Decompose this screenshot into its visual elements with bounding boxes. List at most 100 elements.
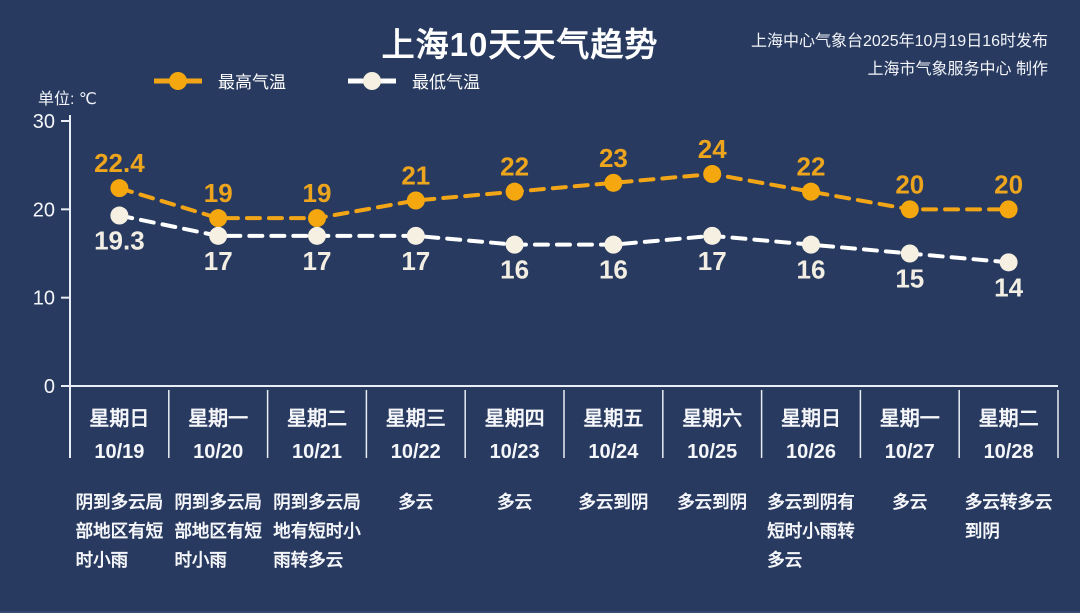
y-tick-label: 10 — [33, 288, 55, 310]
unit-label: 单位: ℃ — [38, 91, 97, 108]
date-label: 10/19 — [94, 441, 145, 463]
weekday-label: 星期一 — [188, 408, 249, 430]
date-label: 10/25 — [687, 441, 738, 463]
high-temp-marker — [703, 165, 722, 183]
day-column: 星期三 10/22 多云 — [366, 390, 465, 575]
low-temp-marker — [900, 244, 919, 263]
weather-description-wrap: 阴到多云局部地区有短时小雨 — [169, 488, 268, 575]
publisher-info: 上海中心气象台2025年10月19日16时发布 上海市气象服务中心 制作 — [751, 28, 1048, 84]
legend-item-high: 最高气温 — [152, 68, 286, 93]
weather-description-wrap: 多云到阴 — [564, 488, 663, 517]
high-temp-line — [117, 171, 1011, 221]
weekday-label: 星期二 — [978, 408, 1039, 430]
high-temp-value: 22.4 — [94, 148, 145, 178]
high-temp-value: 21 — [401, 161, 430, 191]
high-temp-value: 22 — [500, 152, 529, 182]
low-temp-value: 19.3 — [94, 226, 145, 256]
publisher-line-2: 上海市气象服务中心 制作 — [867, 61, 1048, 78]
weekday-label: 星期六 — [682, 408, 743, 430]
low-temp-value: 14 — [994, 272, 1023, 302]
high-temp-marker — [110, 179, 129, 198]
weather-description: 多云转多云到阴 — [964, 492, 1053, 541]
bottom-divider — [0, 611, 1080, 613]
chart-legend: 最高气温 最低气温 — [152, 68, 480, 93]
legend-label-low: 最低气温 — [412, 73, 480, 92]
weather-description: 阴到多云局部地区有短时小雨 — [174, 492, 262, 570]
weekday-label: 星期三 — [385, 408, 446, 430]
low-temp-marker — [802, 235, 820, 254]
high-temp-value: 22 — [797, 152, 826, 182]
low-temp-value: 15 — [895, 264, 924, 294]
low-temp-marker — [505, 235, 524, 254]
low-temp-value: 16 — [599, 255, 628, 285]
date-label: 10/27 — [884, 441, 935, 463]
weekday-label: 星期五 — [583, 408, 644, 430]
high-temp-value: 20 — [994, 169, 1023, 199]
low-temp-value: 17 — [401, 246, 430, 276]
low-temp-marker — [209, 226, 228, 245]
high-temp-value: 23 — [599, 143, 628, 173]
day-column: 星期六 10/25 多云到阴 — [663, 390, 762, 575]
date-label: 10/22 — [390, 441, 441, 463]
publisher-line-1: 上海中心气象台2025年10月19日16时发布 — [751, 33, 1048, 50]
date-label: 10/24 — [588, 441, 639, 463]
low-temp-marker — [110, 206, 129, 225]
weekday-label: 星期日 — [780, 408, 841, 430]
low-temp-marker — [308, 226, 326, 245]
weather-description-wrap: 多云到阴 — [663, 488, 762, 517]
low-temp-marker — [406, 226, 425, 245]
day-column: 星期五 10/24 多云到阴 — [564, 390, 663, 575]
date-label: 10/28 — [983, 441, 1034, 463]
y-tick-label: 30 — [33, 111, 55, 133]
low-temp-value: 17 — [698, 246, 727, 276]
weather-description-wrap: 多云到阴有短时小雨转多云 — [762, 488, 861, 575]
high-temp-marker — [308, 209, 326, 228]
y-tick-label: 20 — [33, 199, 55, 221]
high-temp-value: 20 — [895, 169, 924, 199]
weather-description: 阴到多云局部地区有短时小雨 — [75, 492, 164, 570]
weather-description: 多云 — [892, 492, 928, 512]
weather-description-wrap: 多云 — [465, 488, 564, 517]
legend-label-high: 最高气温 — [218, 73, 286, 92]
high-temp-value: 24 — [698, 134, 727, 164]
weather-description: 多云 — [497, 492, 533, 512]
page-title: 上海10天天气趋势 — [381, 26, 659, 63]
weather-description: 多云到阴 — [677, 492, 748, 512]
weather-description: 多云 — [398, 492, 434, 512]
low-temp-value: 17 — [303, 246, 332, 276]
date-label: 10/21 — [291, 441, 343, 463]
weekday-label: 星期一 — [879, 408, 940, 430]
weather-description-wrap: 阴到多云局地有短时小雨转多云 — [268, 488, 367, 575]
weekday-label: 星期二 — [286, 408, 347, 430]
day-column: 星期日 10/19 阴到多云局部地区有短时小雨 — [70, 390, 169, 575]
legend-item-low: 最低气温 — [346, 68, 480, 93]
weather-description-wrap: 多云 — [366, 488, 465, 517]
high-temp-marker — [505, 182, 524, 201]
weather-description: 多云到阴 — [578, 492, 649, 512]
weekday-label: 星期日 — [89, 408, 150, 430]
high-temp-value: 19 — [204, 178, 233, 208]
high-temp-legend-marker-icon — [154, 71, 202, 90]
low-temp-value: 16 — [500, 255, 529, 285]
weather-description: 多云到阴有短时小雨转多云 — [767, 492, 855, 570]
weekday-label: 星期四 — [484, 408, 545, 430]
day-column: 星期一 10/20 阴到多云局部地区有短时小雨 — [169, 390, 268, 575]
high-temp-marker — [999, 200, 1018, 219]
high-temp-marker — [900, 200, 919, 219]
high-temp-value: 19 — [303, 178, 332, 208]
weather-description-wrap: 多云转多云到阴 — [959, 488, 1058, 546]
date-label: 10/23 — [489, 441, 540, 463]
weather-description: 阴到多云局地有短时小雨转多云 — [273, 492, 361, 570]
low-temp-marker — [604, 235, 623, 254]
low-temp-marker — [703, 226, 722, 245]
y-tick-label: 0 — [44, 376, 55, 398]
day-column: 星期一 10/27 多云 — [860, 390, 959, 575]
day-columns: 星期日 10/19 阴到多云局部地区有短时小雨 星期一 10/20 阴到多云局部地区有短时… — [70, 390, 1058, 575]
weather-description-wrap: 阴到多云局部地区有短时小雨 — [70, 488, 169, 575]
high-temp-marker — [802, 182, 820, 201]
date-label: 10/20 — [193, 441, 244, 463]
high-temp-marker — [406, 191, 425, 210]
day-column: 星期二 10/28 多云转多云到阴 — [959, 390, 1058, 575]
